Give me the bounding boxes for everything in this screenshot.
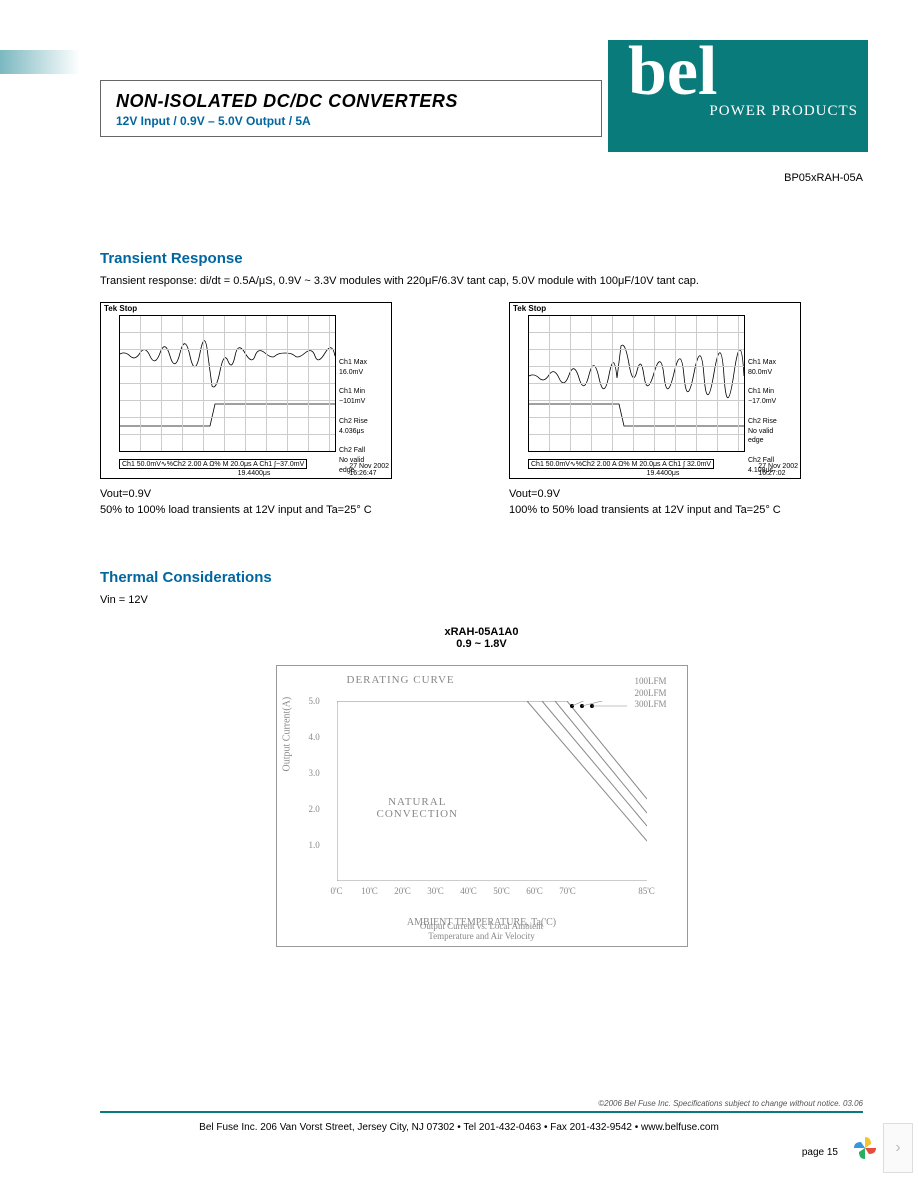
page-subtitle: 12V Input / 0.9V – 5.0V Output / 5A <box>116 114 586 128</box>
copyright-text: ©2006 Bel Fuse Inc. Specifications subje… <box>598 1099 863 1108</box>
chart-model: xRAH-05A1A0 <box>100 626 863 638</box>
scope-header-text: Tek Stop <box>104 304 137 313</box>
chart-range: 0.9 ~ 1.8V <box>100 638 863 650</box>
logo-text: bel <box>608 40 868 103</box>
scope-left-info: Ch1 Max 16.0mV Ch1 Min −101mV Ch2 Rise 4… <box>339 358 389 476</box>
page-title: NON-ISOLATED DC/DC CONVERTERS <box>116 91 586 112</box>
caption-left: 50% to 100% load transients at 12V input… <box>100 503 454 519</box>
pinwheel-icon <box>851 1134 879 1162</box>
scope-right-info: Ch1 Max 80.0mV Ch1 Min −17.0mV Ch2 Rise … <box>748 358 798 476</box>
part-number: BP05xRAH-05A <box>784 172 863 184</box>
gradient-band <box>0 50 80 74</box>
y-axis-label: Output Current(A) <box>281 697 292 772</box>
scope-left: Tek Stop Ch1 Max 16.0mV Ch1 Min −101mV C… <box>100 302 454 519</box>
scope-right: Tek Stop Ch1 Max 80.0mV Ch1 Min −17.0mV … <box>509 302 863 519</box>
footer-divider <box>100 1111 863 1113</box>
scope-bottom-left: Ch1 50.0mV∿%Ch2 2.00 A Ω% M 20.0μs A Ch1… <box>119 459 307 469</box>
vout-right: Vout=0.9V <box>509 487 863 503</box>
caption-right: 100% to 50% load transients at 12V input… <box>509 503 863 519</box>
transient-desc: Transient response: di/dt = 0.5A/μS, 0.9… <box>100 275 863 287</box>
transient-heading: Transient Response <box>100 250 863 267</box>
title-box: NON-ISOLATED DC/DC CONVERTERS 12V Input … <box>100 80 602 137</box>
vin-label: Vin = 12V <box>100 594 863 606</box>
logo-block: bel POWER PRODUCTS <box>608 40 868 152</box>
thermal-heading: Thermal Considerations <box>100 569 863 586</box>
footer-address: Bel Fuse Inc. 206 Van Vorst Street, Jers… <box>0 1122 918 1133</box>
derating-chart: DERATING CURVE 100LFM 200LFM 300LFM Outp… <box>276 665 688 947</box>
page-number: page 15 <box>802 1147 838 1158</box>
vout-left: Vout=0.9V <box>100 487 454 503</box>
next-button[interactable]: › <box>883 1123 913 1173</box>
